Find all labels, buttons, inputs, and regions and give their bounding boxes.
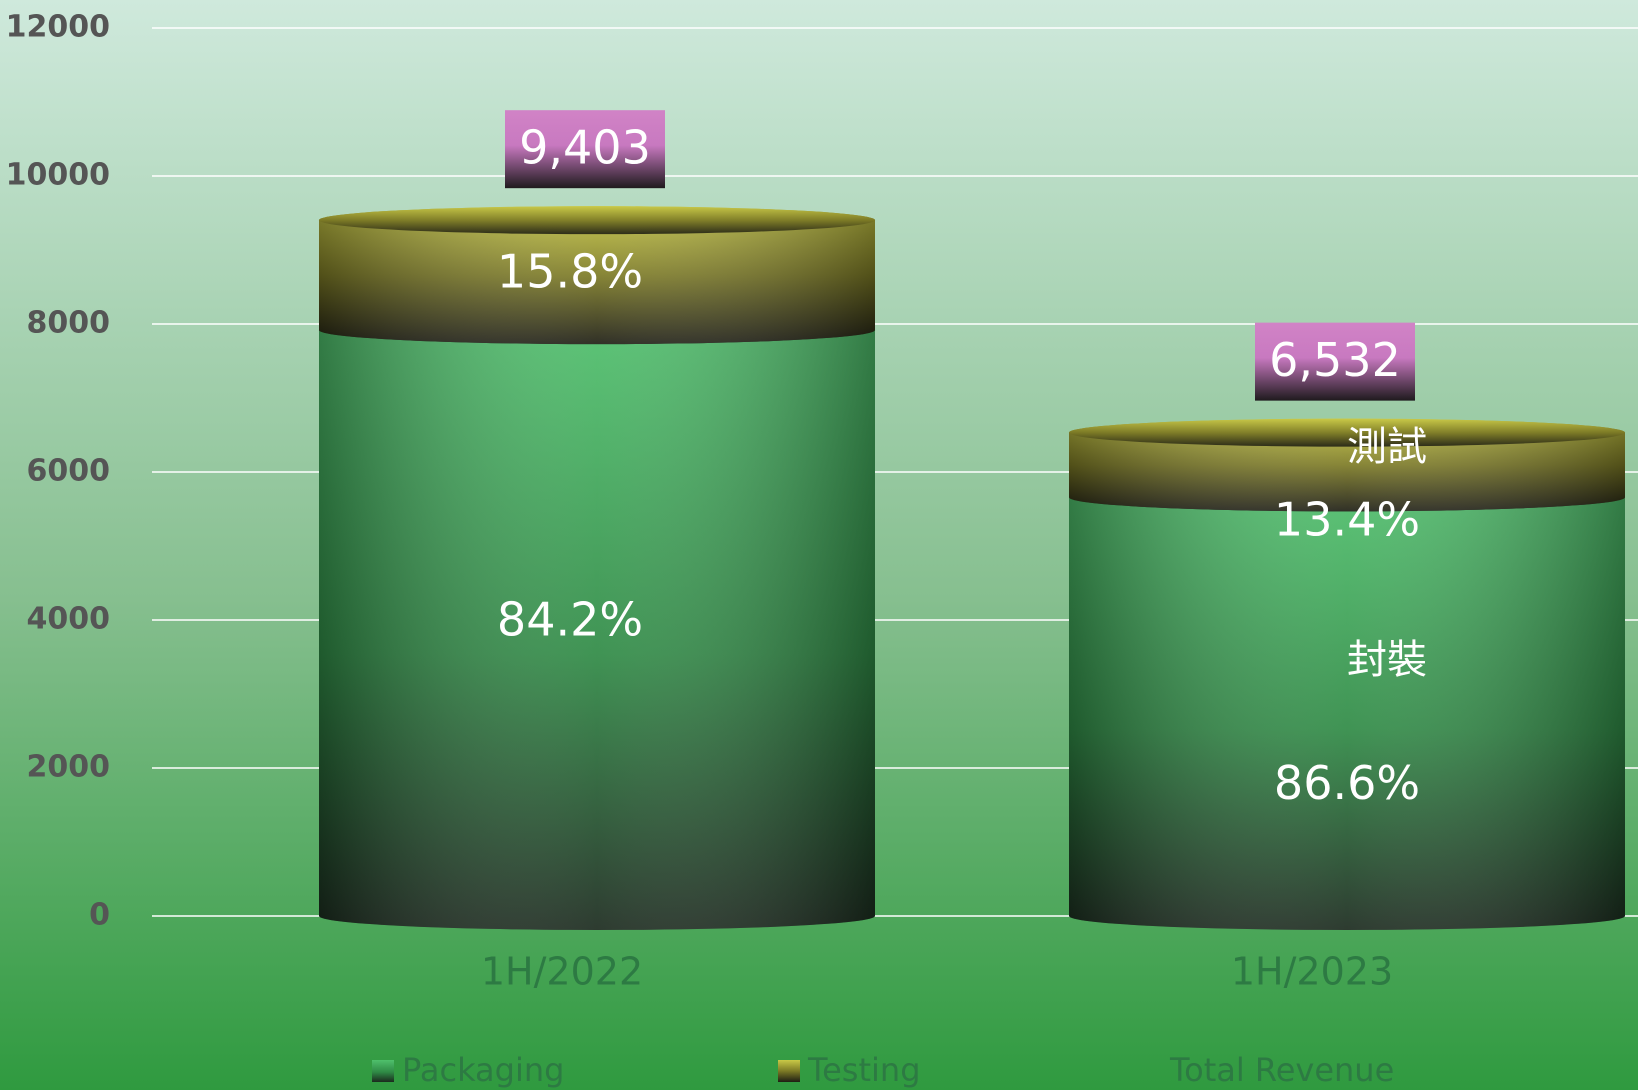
value-label: 13.4%: [1274, 493, 1420, 547]
y-tick-label: 2000: [27, 750, 111, 785]
y-tick-label: 10000: [6, 158, 110, 193]
cylinder-cap: [319, 206, 875, 234]
x-tick-label: 1H/2022: [481, 950, 643, 994]
y-tick-label: 12000: [6, 10, 110, 45]
chart: 0 2000 4000 6000 8000 10000 12000 84.2% 15.8% 9,4…: [0, 0, 1638, 1090]
total-label: 6,532: [1269, 333, 1401, 387]
page: 0 2000 4000 6000 8000 10000 12000 84.2% 15.8% 9,4…: [0, 0, 1638, 1090]
value-label: 84.2%: [497, 593, 643, 647]
y-tick-label: 0: [89, 898, 110, 933]
x-tick-label: 1H/2023: [1231, 950, 1393, 994]
value-label: 15.8%: [497, 245, 643, 299]
annotation: 測試: [1347, 424, 1427, 470]
legend-marker: [778, 1060, 800, 1082]
legend-label: Total Revenue: [1169, 1051, 1394, 1089]
y-tick-label: 6000: [27, 454, 111, 489]
cylinder-shade: [1069, 483, 1625, 930]
y-tick-label: 4000: [27, 602, 111, 637]
total-label: 9,403: [519, 121, 651, 175]
legend-label: Testing: [807, 1051, 921, 1089]
value-label: 86.6%: [1274, 756, 1420, 810]
legend-marker: [372, 1060, 394, 1082]
y-tick-label: 8000: [27, 306, 111, 341]
annotation: 封裝: [1347, 637, 1427, 683]
legend-label: Packaging: [402, 1051, 564, 1089]
